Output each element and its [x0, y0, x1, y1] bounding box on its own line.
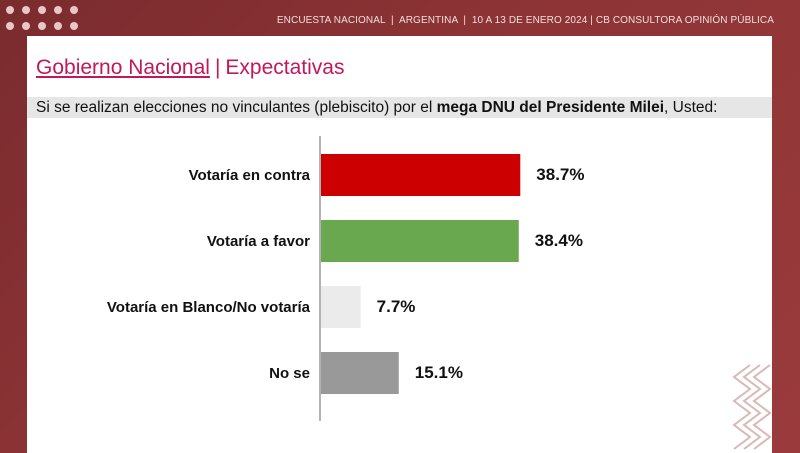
chevron-decoration — [732, 364, 772, 450]
title-main: Gobierno Nacional — [36, 56, 210, 79]
question-text: Si se realizan elecciones no vinculantes… — [27, 97, 772, 118]
data-label: 38.4% — [535, 231, 583, 250]
header-survey: ENCUESTA NACIONAL — [276, 15, 386, 26]
title-separator: | — [214, 56, 221, 79]
question-after: , Usted: — [664, 99, 718, 116]
bar — [321, 352, 399, 394]
bar — [321, 154, 521, 196]
page-title: Gobierno Nacional | Expectativas — [36, 56, 344, 80]
survey-header: ENCUESTA NACIONAL | ARGENTINA | 10 A 13 … — [276, 15, 774, 26]
title-sub: Expectativas — [225, 56, 345, 79]
data-label: 15.1% — [415, 363, 463, 382]
bar — [321, 286, 361, 328]
bar — [321, 220, 519, 262]
data-label: 7.7% — [377, 297, 416, 316]
data-label: 38.7% — [536, 165, 584, 184]
category-label: No se — [269, 365, 310, 382]
bar-chart: Votaría en contra 38.7% Votaría a favor 38.… — [107, 136, 585, 421]
header-dates: 10 A 13 DE ENERO 2024 — [471, 15, 588, 26]
header-firm: CB CONSULTORA OPINIÓN PÚBLICA — [595, 15, 774, 26]
header-country: ARGENTINA — [398, 15, 458, 26]
question-bold: mega DNU del Presidente Milei — [436, 99, 665, 116]
category-label: Votaría a favor — [207, 233, 310, 250]
question-before: Si se realizan elecciones no vinculantes… — [36, 99, 437, 116]
content-panel: Gobierno Nacional | Expectativas Si se rea… — [27, 36, 772, 453]
category-label: Votaría en Blanco/No votaría — [107, 299, 311, 316]
category-label: Votaría en contra — [189, 167, 311, 184]
